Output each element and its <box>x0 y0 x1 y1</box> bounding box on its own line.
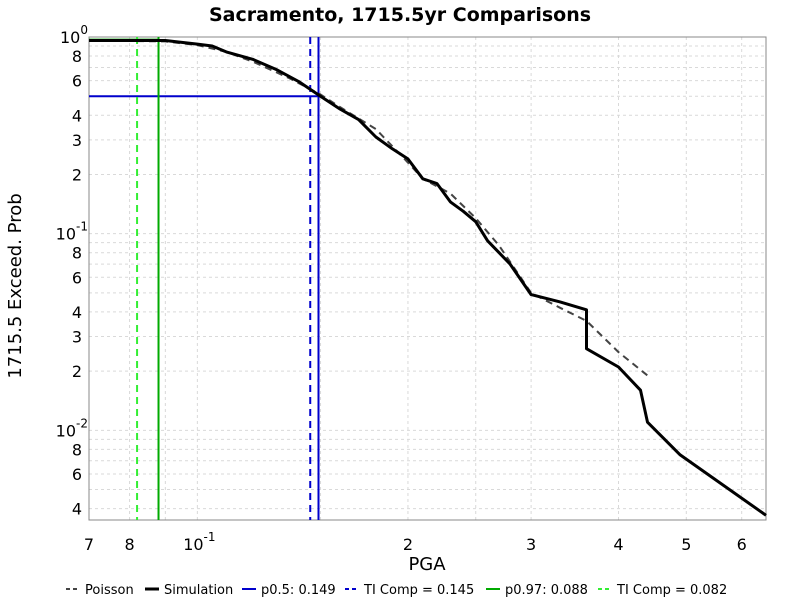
legend-label: p0.97: 0.088 <box>505 583 588 598</box>
y-tick-label: 10-1 <box>56 220 88 244</box>
x-tick-label: 5 <box>681 535 691 554</box>
y-tick-label: 8 <box>72 244 82 263</box>
grid <box>88 36 766 520</box>
y-tick-label: 8 <box>72 47 82 66</box>
y-tick-label: 10-2 <box>56 416 88 440</box>
reference-lines <box>89 37 320 520</box>
y-axis-label: 1715.5 Exceed. Prob <box>5 193 26 378</box>
y-tick-label: 4 <box>72 303 82 322</box>
y-tick-label: 6 <box>72 268 82 287</box>
series-lines <box>88 39 767 517</box>
x-tick-label: 10-1 <box>183 530 215 554</box>
x-tick-label: 2 <box>403 535 413 554</box>
y-tick-label: 100 <box>60 23 88 47</box>
series-line-simulation <box>89 39 767 517</box>
legend: Poisson Simulation p0.5: 0.149 TI Comp = 0.… <box>66 583 727 598</box>
y-tick-label: 4 <box>72 500 82 519</box>
x-tick-label: 6 <box>737 535 747 554</box>
x-axis-label: PGA <box>408 554 446 575</box>
x-tick-label: 4 <box>613 535 623 554</box>
y-tick-label: 6 <box>72 72 82 91</box>
legend-label: Poisson <box>85 583 134 598</box>
x-tick-labels: 7 8 10-1 2 3 4 5 6 <box>84 530 747 554</box>
y-tick-label: 3 <box>72 131 82 150</box>
series-line-poisson <box>88 39 649 377</box>
x-tick-label: 3 <box>526 535 536 554</box>
y-tick-label: 8 <box>72 440 82 459</box>
legend-label: p0.5: 0.149 <box>261 583 336 598</box>
plot-frame <box>88 36 767 521</box>
legend-label: TI Comp = 0.082 <box>616 583 727 598</box>
y-tick-label: 4 <box>72 106 82 125</box>
y-tick-label: 2 <box>72 165 82 184</box>
x-tick-label: 7 <box>84 535 94 554</box>
y-tick-label: 3 <box>72 327 82 346</box>
y-tick-label: 6 <box>72 465 82 484</box>
chart-title: Sacramento, 1715.5yr Comparisons <box>209 4 591 26</box>
x-tick-label: 8 <box>124 535 134 554</box>
legend-label: TI Comp = 0.145 <box>363 583 474 598</box>
y-tick-label: 2 <box>72 362 82 381</box>
legend-label: Simulation <box>164 583 233 598</box>
